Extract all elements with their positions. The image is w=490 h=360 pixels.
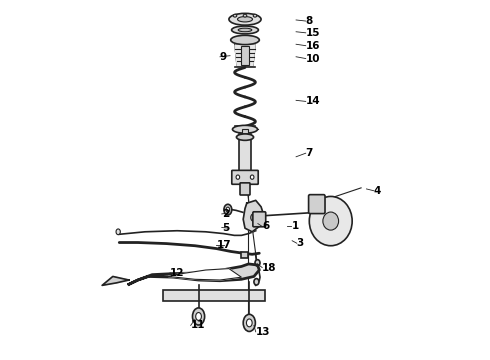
Ellipse shape [309,197,352,246]
FancyBboxPatch shape [232,170,258,184]
Polygon shape [243,201,264,232]
Text: 17: 17 [217,240,231,250]
Text: 1: 1 [292,221,299,231]
Ellipse shape [196,312,201,320]
Text: 9: 9 [220,52,227,62]
Ellipse shape [258,217,261,221]
Text: 6: 6 [262,221,270,231]
Ellipse shape [231,35,259,45]
Ellipse shape [254,279,259,285]
Ellipse shape [232,26,258,34]
Text: 2: 2 [222,209,229,219]
Ellipse shape [243,314,255,332]
Ellipse shape [224,204,232,215]
Text: 18: 18 [262,262,277,273]
FancyBboxPatch shape [240,183,250,195]
Text: 10: 10 [306,54,320,64]
Ellipse shape [193,308,205,325]
Bar [163,290,265,301]
Ellipse shape [251,213,257,221]
Ellipse shape [233,14,237,17]
Polygon shape [168,269,242,280]
Text: 4: 4 [373,186,381,196]
Ellipse shape [323,212,339,230]
Text: 14: 14 [306,96,320,107]
Ellipse shape [238,17,252,22]
Text: 13: 13 [256,327,270,337]
Ellipse shape [238,28,252,32]
Bar [242,46,248,65]
Text: 11: 11 [191,320,205,330]
Polygon shape [129,264,259,284]
Polygon shape [102,276,129,285]
Text: 8: 8 [306,16,313,26]
Text: 16: 16 [306,41,320,51]
Text: 15: 15 [306,28,320,38]
Ellipse shape [243,14,247,17]
Ellipse shape [255,260,260,266]
Ellipse shape [232,125,258,133]
Text: 3: 3 [297,238,304,248]
Ellipse shape [253,14,257,17]
Bar [239,134,251,176]
Text: 5: 5 [222,222,229,233]
Ellipse shape [236,175,240,179]
Text: 12: 12 [170,268,184,278]
Ellipse shape [116,229,121,235]
FancyBboxPatch shape [309,195,325,213]
Polygon shape [235,45,255,66]
Bar [242,129,248,134]
Ellipse shape [246,319,252,327]
Ellipse shape [237,134,253,140]
Ellipse shape [250,175,254,179]
Text: 7: 7 [306,148,313,158]
Ellipse shape [229,13,261,25]
Ellipse shape [226,207,230,212]
FancyBboxPatch shape [253,212,266,227]
Bar [241,252,248,258]
